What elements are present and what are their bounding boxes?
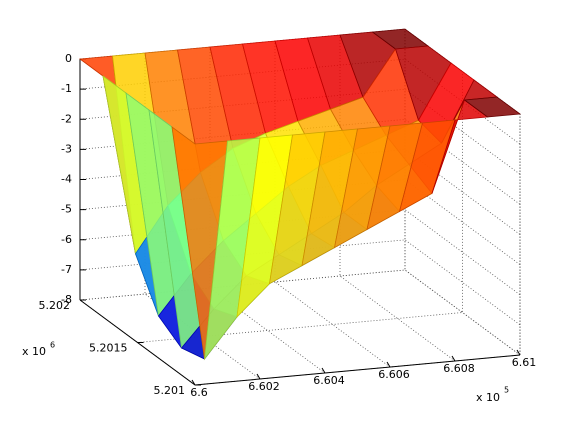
y-tick-label: 5.202: [39, 299, 71, 312]
z-tick-label: -1: [61, 82, 72, 95]
grid-line: [137, 71, 463, 343]
y-tick-label: 5.2015: [89, 342, 128, 355]
x-tick: [386, 361, 391, 368]
z-tick-label: 0: [65, 52, 72, 65]
x-tick-label: 6.61: [512, 356, 537, 369]
x-tick-label: 6.6: [190, 386, 208, 399]
x-tick: [256, 373, 261, 380]
z-tick-label: -2: [61, 112, 72, 125]
z-tick-label: -4: [61, 173, 72, 186]
x-tick-label: 6.604: [313, 374, 345, 387]
z-tick-label: -5: [61, 203, 72, 216]
x-axis: [194, 354, 521, 386]
x-tick: [516, 349, 521, 356]
surface: [78, 28, 522, 361]
y-scale-label: x 10: [22, 345, 46, 358]
x-tick-label: 6.608: [443, 362, 475, 375]
x-tick: [321, 367, 326, 374]
z-tick-label: -8: [61, 293, 72, 306]
x-scale-label: x 10: [476, 391, 500, 404]
y-axis: [79, 299, 196, 386]
z-tick-label: -6: [61, 233, 72, 246]
surface-patch: [463, 96, 522, 118]
x-scale-power: 5: [504, 386, 509, 395]
y-tick-label: 5.201: [154, 384, 186, 397]
x-tick: [451, 355, 456, 362]
x-tick-label: 6.602: [248, 380, 280, 393]
axes: -8 -7 -6 -5 -4 -3 -2 -1 0 6.6 6.602 6.604 6.606 6.608…: [39, 52, 537, 399]
z-tick-label: -7: [61, 263, 72, 276]
z-tick-label: -3: [61, 142, 72, 155]
y-scale-power: 6: [50, 341, 55, 350]
x-tick-label: 6.606: [378, 368, 410, 381]
